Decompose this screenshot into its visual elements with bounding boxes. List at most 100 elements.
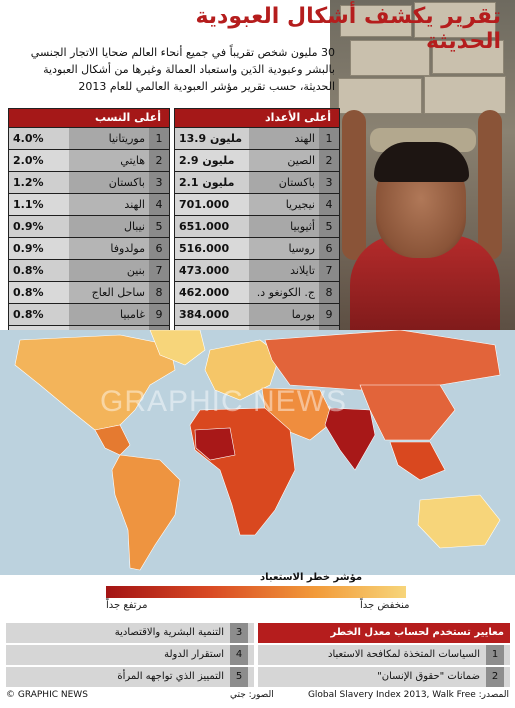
criteria-item: 2 ضمانات "حقوق الإنسان" (258, 667, 510, 687)
source-credit: Global Slavery Index 2013, Walk Free :ال… (307, 690, 509, 700)
criteria-header: معايير تستخدم لحساب معدل الخطر (258, 623, 510, 643)
table-row: 701.000 نيجيريا 4 (175, 193, 339, 215)
world-map-svg (14, 330, 501, 571)
table-row: 473.000 تايلاند 7 (175, 259, 339, 281)
table-row: 516.000 روسيا 6 (175, 237, 339, 259)
row-value: 651.000 (175, 216, 249, 237)
row-rank: 7 (319, 260, 339, 281)
brick (424, 76, 506, 114)
row-value: 4.0% (9, 128, 69, 149)
row-rank: 2 (319, 150, 339, 171)
page-title: تقرير يكشف أشكال العبودية الحديثة (195, 4, 501, 54)
legend-low-label: منخفض جداً (360, 600, 410, 611)
table-row: 462.000 ج. الكونغو د. 8 (175, 281, 339, 303)
row-country: موريتانيا (69, 128, 149, 149)
row-country: نيبال (69, 216, 149, 237)
row-rank: 1 (319, 128, 339, 149)
row-value: 0.8% (9, 304, 69, 325)
brick (338, 78, 422, 114)
row-country: روسيا (249, 238, 319, 259)
world-map (0, 330, 515, 575)
row-country: الصين (249, 150, 319, 171)
copyright: © GRAPHIC NEWS (6, 690, 88, 700)
criteria-text: ضمانات "حقوق الإنسان" (377, 671, 480, 682)
photo-credit: الصور: جتي (230, 690, 274, 700)
row-rank: 5 (319, 216, 339, 237)
brick (414, 2, 496, 38)
row-value: 1.2% (9, 172, 69, 193)
top-numbers-table: أعلى الأعداد 13.9 مليون الهند 1 2.9 مليون ال… (174, 108, 340, 348)
table-row: 1.2% باكستان 3 (9, 171, 169, 193)
watermark: GRAPHIC NEWS (100, 385, 348, 418)
criteria-number: 2 (486, 667, 504, 687)
row-country: ج. الكونغو د. (249, 282, 319, 303)
table-row: 1.1% الهند 4 (9, 193, 169, 215)
row-country: الهند (69, 194, 149, 215)
row-value: 0.8% (9, 260, 69, 281)
row-value: 0.9% (9, 216, 69, 237)
top-rates-table: أعلى النسب 4.0% موريتانيا 1 2.0% هايتي 2 1.2% ب… (8, 108, 170, 348)
arm (342, 110, 366, 260)
row-value: 384.000 (175, 304, 249, 325)
row-country: أثيوبيا (249, 216, 319, 237)
row-rank: 4 (319, 194, 339, 215)
row-value: 1.1% (9, 194, 69, 215)
row-country: هايتي (69, 150, 149, 171)
criteria-text: التمييز الذي تواجهه المرأة (117, 671, 224, 682)
row-country: بنين (69, 260, 149, 281)
southeast-asia (389, 441, 446, 481)
criteria-number: 5 (230, 667, 248, 687)
row-country: ساحل العاج (69, 282, 149, 303)
table-row: 384.000 بورما 9 (175, 303, 339, 325)
west-africa-high (194, 427, 236, 461)
legend-title: مؤشر خطر الاستعباد (260, 572, 363, 583)
row-value: 2.1 مليون (175, 172, 249, 193)
row-rank: 6 (149, 238, 169, 259)
legend-high-label: مرتفع جداً (106, 600, 148, 611)
row-value: 0.8% (9, 282, 69, 303)
row-value: 473.000 (175, 260, 249, 281)
row-country: تايلاند (249, 260, 319, 281)
row-rank: 1 (149, 128, 169, 149)
brick (432, 40, 504, 74)
table-row: 2.1 مليون باكستان 3 (175, 171, 339, 193)
table-row: 2.9 مليون الصين 2 (175, 149, 339, 171)
greenland (149, 330, 206, 366)
row-rank: 3 (319, 172, 339, 193)
row-value: 2.9 مليون (175, 150, 249, 171)
criteria-item: 4 استقرار الدولة (6, 645, 254, 665)
child-laborer-photo (330, 0, 515, 330)
row-rank: 3 (149, 172, 169, 193)
row-rank: 4 (149, 194, 169, 215)
russia (264, 330, 501, 391)
row-country: غامبيا (69, 304, 149, 325)
table-row: 651.000 أثيوبيا 5 (175, 215, 339, 237)
row-value: 701.000 (175, 194, 249, 215)
criteria-item: 1 السياسات المتخذة لمكافحة الاستعباد (258, 645, 510, 665)
row-country: بورما (249, 304, 319, 325)
row-value: 13.9 مليون (175, 128, 249, 149)
row-value: 0.9% (9, 238, 69, 259)
table-row: 0.8% بنين 7 (9, 259, 169, 281)
row-rank: 8 (149, 282, 169, 303)
row-rank: 7 (149, 260, 169, 281)
row-rank: 5 (149, 216, 169, 237)
row-rank: 9 (319, 304, 339, 325)
row-value: 462.000 (175, 282, 249, 303)
row-country: باكستان (249, 172, 319, 193)
table-row: 4.0% موريتانيا 1 (9, 127, 169, 149)
page-subtitle: 30 مليون شخص تقريباً في جميع أنحاء العال… (30, 46, 335, 93)
row-country: نيجيريا (249, 194, 319, 215)
criteria-number: 1 (486, 645, 504, 665)
criteria-text: التنمية البشرية والاقتصادية (114, 627, 224, 638)
row-value: 516.000 (175, 238, 249, 259)
criteria-number: 4 (230, 645, 248, 665)
africa (189, 407, 296, 536)
legend-color-bar (106, 586, 406, 598)
central-america (94, 424, 131, 456)
table-row: 0.9% نيبال 5 (9, 215, 169, 237)
row-rank: 8 (319, 282, 339, 303)
criteria-number: 3 (230, 623, 248, 643)
arm (478, 110, 502, 260)
criteria-item: 3 التنمية البشرية والاقتصادية (6, 623, 254, 643)
